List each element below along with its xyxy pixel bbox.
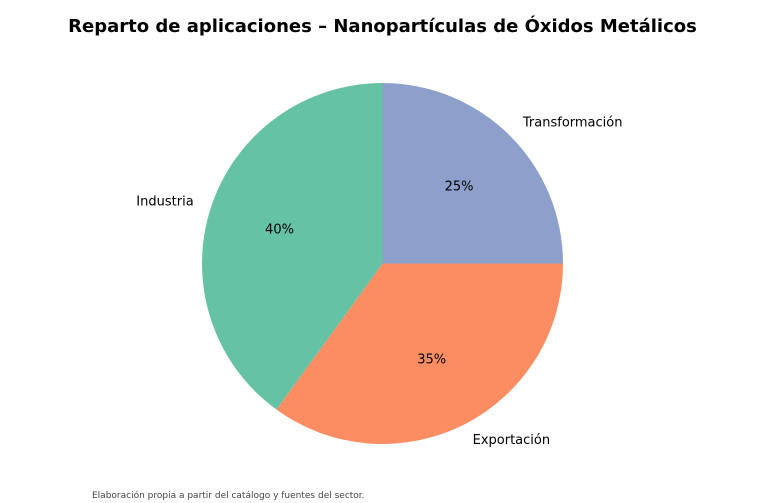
- pie-category-label: Transformación: [522, 116, 623, 131]
- pie-pct-label: 25%: [445, 179, 474, 194]
- pie-slice-transformacion: [382, 83, 563, 264]
- chart-title: Reparto de aplicaciones – Nanopartículas…: [68, 15, 697, 37]
- pie-pct-label: 35%: [417, 352, 446, 367]
- pie-slice-exportacion: [276, 263, 563, 444]
- pie-category-label: Industria: [136, 195, 193, 210]
- pie-labels: 25% Transformación 35% Exportación 40% Indust…: [136, 116, 622, 448]
- pie-slice-industria: [201, 83, 383, 410]
- source-note: Elaboración propia a partir del catálogo…: [92, 490, 365, 501]
- pie-slices: [201, 83, 563, 444]
- pie-pct-label: 40%: [265, 223, 294, 238]
- pie-category-label: Exportación: [473, 433, 550, 448]
